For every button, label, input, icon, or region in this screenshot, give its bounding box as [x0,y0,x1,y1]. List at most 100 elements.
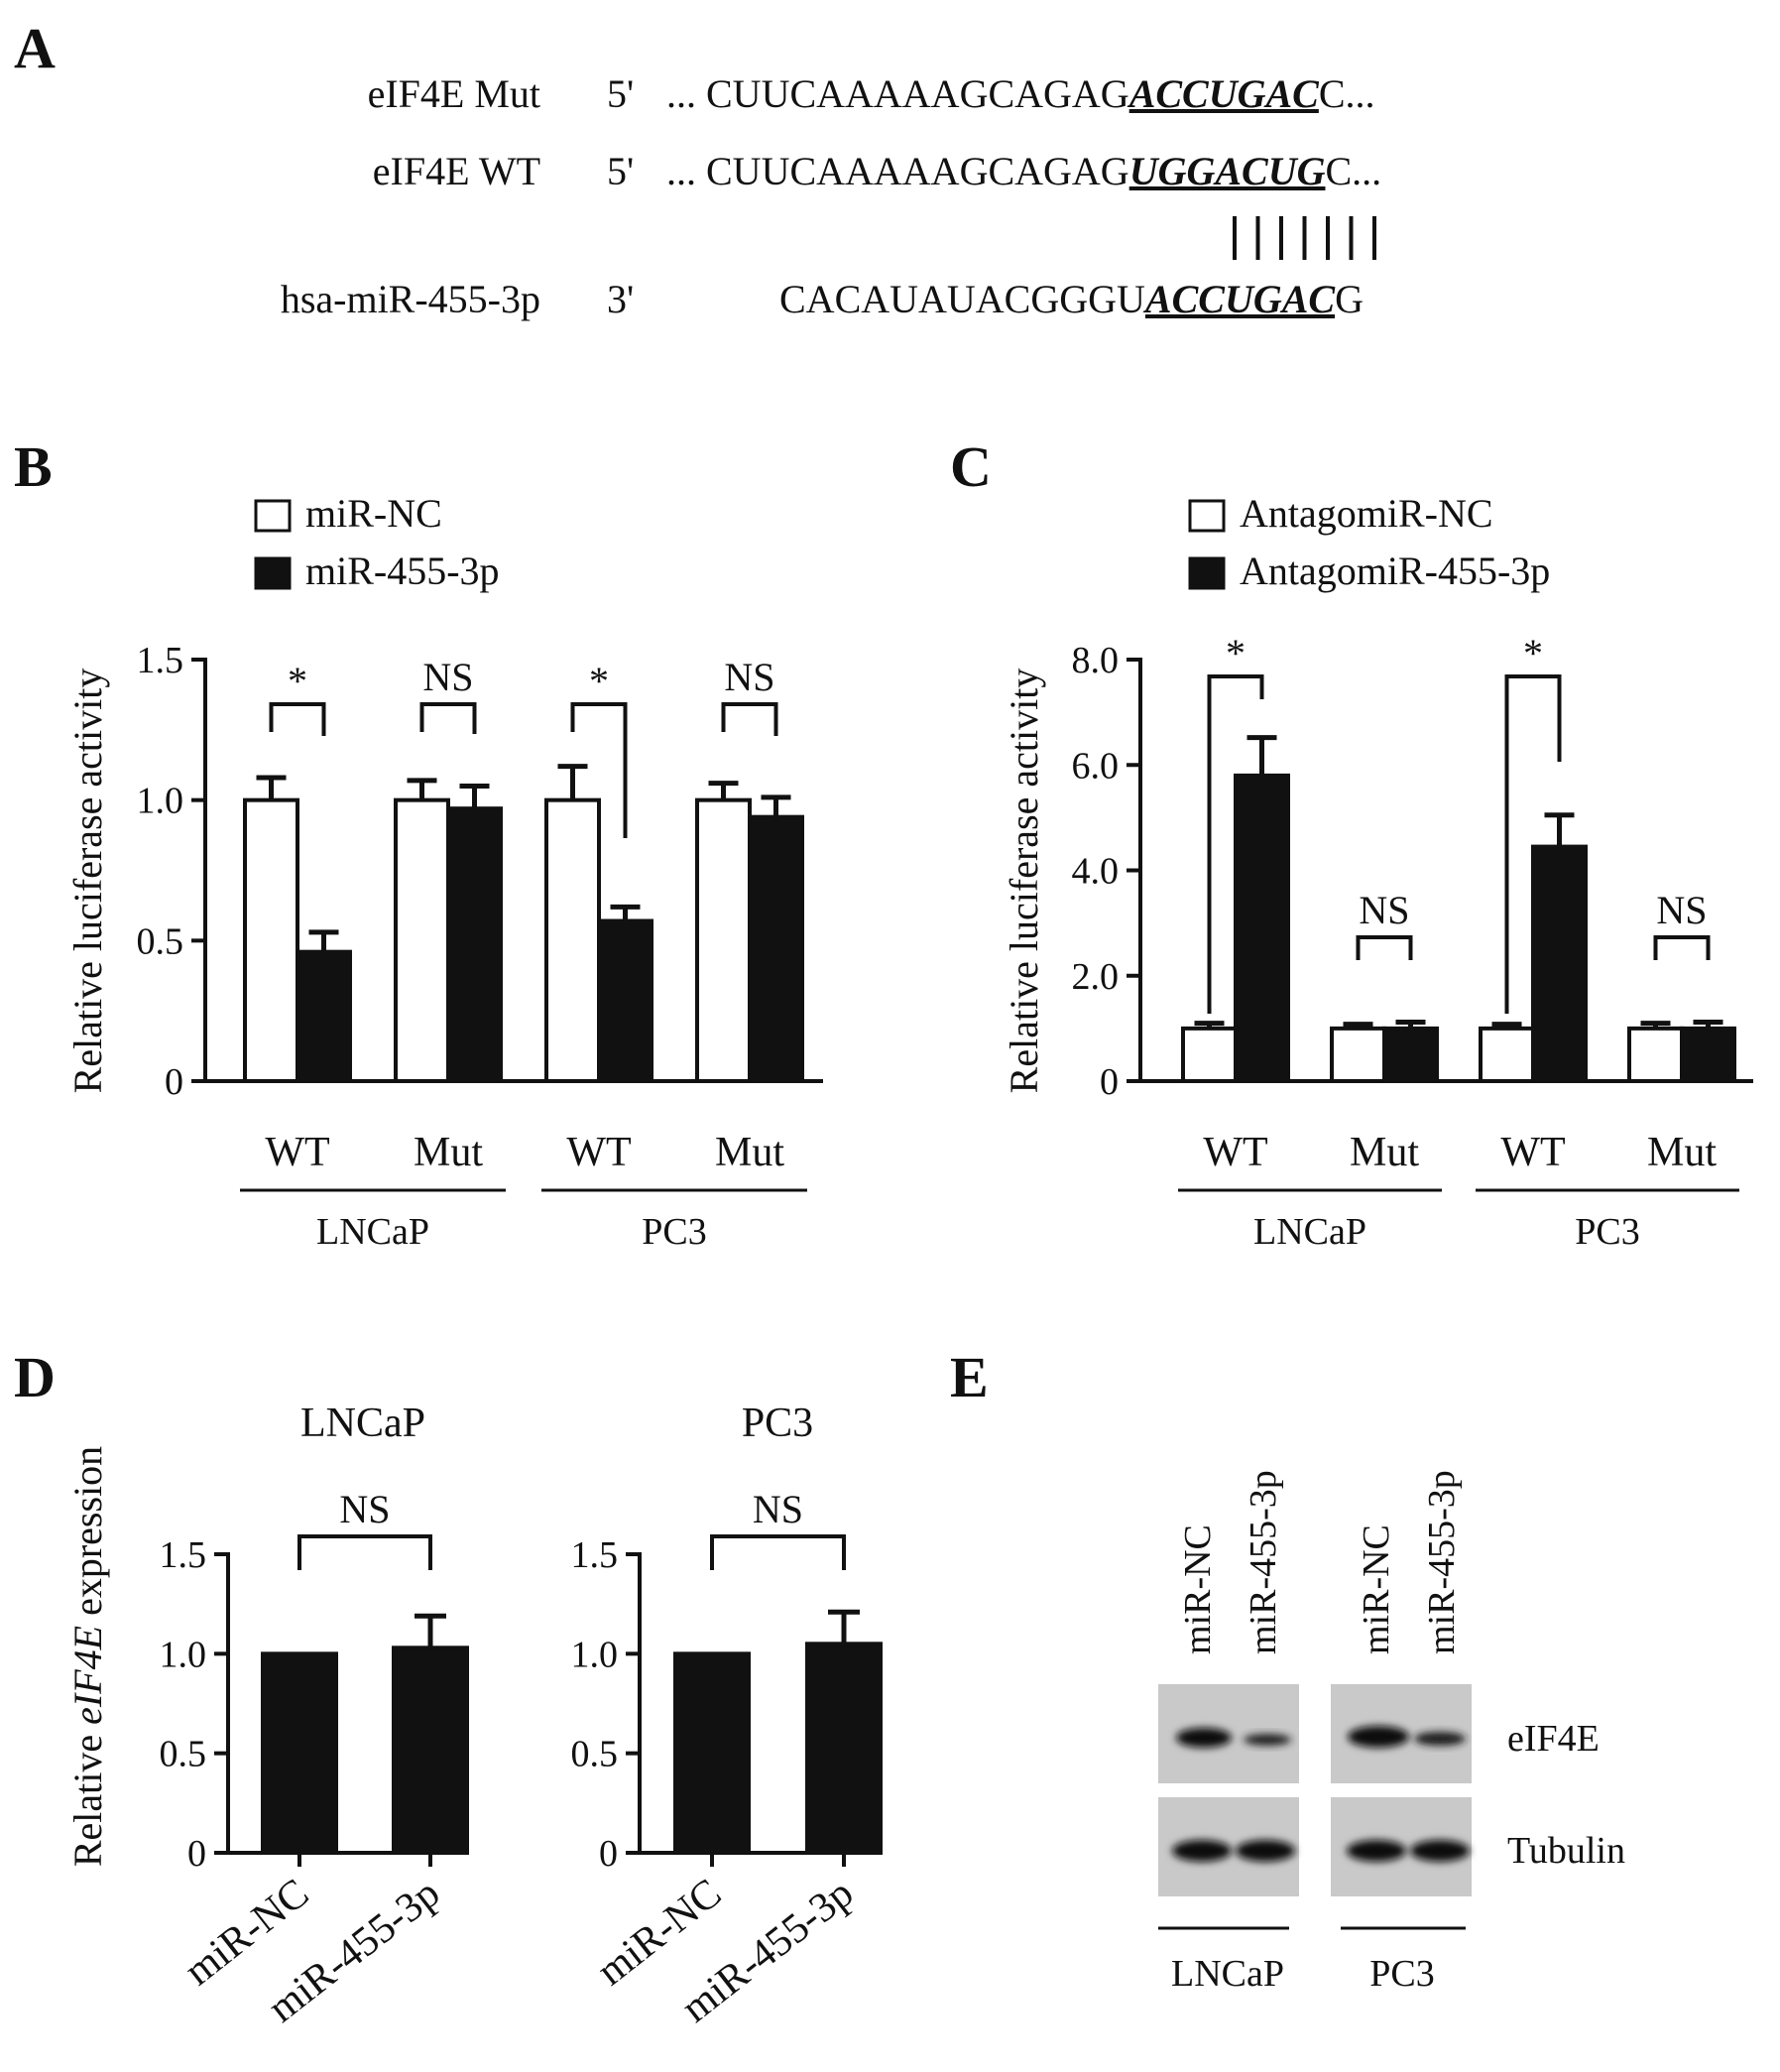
x-category-label: Mut [1350,1130,1419,1175]
legend-label-antagomir-nc: AntagomiR-NC [1240,491,1493,536]
significance-bracket [1207,674,1264,1014]
bar [392,1645,469,1856]
band-eif4e-pc3-455 [1414,1732,1466,1746]
seq-label-mirna: hsa-miR-455-3p [281,277,540,321]
panel-c-chart: AntagomiR-NC AntagomiR-455-3p Relative l… [1002,491,1753,1253]
band-label-tubulin: Tubulin [1507,1830,1625,1872]
group-label: PC3 [1575,1211,1639,1253]
bar [1234,773,1290,1083]
y-tick-label: 0.5 [137,920,184,962]
lane-label-pc3-455: miR-455-3p [1421,1470,1463,1654]
significance-bracket [570,702,628,838]
lane-label-lncap-455: miR-455-3p [1243,1470,1284,1654]
seq-mirna-site: ACCUGAC [1142,277,1336,321]
seq-mirna-prefix: CACAUAUACGGGU [779,277,1145,321]
y-tick-label: 0 [187,1833,206,1875]
bar [261,1651,338,1856]
significance-label: NS [422,655,473,699]
y-tick-label: 1.5 [137,640,184,681]
bar [544,797,601,1084]
x-category-label: Mut [1647,1130,1717,1175]
y-tick-label: 1.0 [571,1634,619,1675]
panel-d-y-label-prefix: Relative [65,1725,110,1867]
significance-bracket [419,702,477,734]
significance-label: * [1226,631,1246,675]
lane-label-lncap-nc: miR-NC [1177,1524,1219,1654]
panel-d-y-axis-label: Relative eIF4E expression [65,1446,110,1867]
bar [1680,1026,1736,1083]
panel-label-b: B [14,434,53,499]
significance-label: * [1523,631,1543,675]
band-tubulin-pc3-455 [1410,1840,1470,1862]
legend-label-antagomir-455: AntagomiR-455-3p [1240,548,1550,593]
y-tick-label: 0.5 [571,1734,619,1775]
significance-label: NS [339,1487,390,1531]
y-tick-label: 0.5 [160,1734,207,1775]
significance-bracket [710,1534,846,1570]
seq-label-mut: eIF4E Mut [368,71,540,116]
legend-label-mir-455: miR-455-3p [305,548,500,593]
band-eif4e-lncap-nc [1176,1728,1232,1748]
y-tick-label: 0 [599,1833,618,1875]
seq-mirna-suffix: G [1335,277,1364,321]
panel-c-y-axis-label: Relative luciferase activity [1002,669,1046,1094]
group-label-lncap-e: LNCaP [1171,1953,1284,1995]
panel-d-chart: Relative eIF4E expression LNCaP PC3 0 0.5… [65,1401,883,2031]
y-tick-label: 0 [1100,1061,1119,1103]
significance-label: * [288,659,307,703]
panel-label-e: E [950,1345,989,1409]
bar [597,918,653,1083]
x-category-label: WT [265,1130,329,1175]
group-label-pc3-e: PC3 [1369,1953,1434,1995]
bar [1479,1026,1535,1083]
seq-wt: ... CUUCAAAAAGCAGAGUGGACUGC... [666,149,1381,193]
seq-mirna: CACAUAUACGGGUACCUGACG [779,277,1364,321]
bar [1531,844,1588,1083]
significance-label: NS [724,655,774,699]
bar [695,797,752,1084]
group-label: PC3 [642,1211,706,1253]
significance-label: * [589,659,609,703]
y-tick-label: 1.5 [571,1534,619,1576]
band-eif4e-pc3-nc [1348,1726,1409,1748]
bar [446,806,503,1084]
panel-label-d: D [14,1345,56,1409]
bar [1382,1026,1439,1083]
y-tick-label: 1.0 [137,781,184,822]
x-category-label: Mut [414,1130,483,1175]
significance-label: NS [753,1487,803,1531]
significance-bracket [1504,674,1562,1014]
panel-label-c: C [950,434,992,499]
bar [394,797,450,1084]
panel-c-plot-area: 0 2.0 4.0 6.0 8.0 * WT NS Mut * WT NS Mut LNCaP PC3 [1072,631,1753,1253]
legend-swatch-antagomir-nc [1188,499,1226,533]
bar [673,1651,751,1856]
panel-d-y-label-suffix: expression [65,1446,110,1626]
seq-mut-prefix: ... CUUCAAAAAGCAGAG [666,71,1129,116]
significance-bracket [269,702,326,736]
seq-end-mirna: 3' [607,277,634,321]
band-tubulin-pc3-nc [1347,1840,1406,1862]
seq-mut: ... CUUCAAAAAGCAGAGACCUGACC... [666,71,1375,116]
bar [748,814,804,1084]
seq-end-wt: 5' [607,149,634,193]
bar [296,949,352,1084]
bar [1627,1026,1684,1083]
x-category-label: WT [566,1130,631,1175]
x-category-label: WT [1203,1130,1267,1175]
bar [1330,1026,1386,1083]
y-tick-label: 6.0 [1072,745,1120,787]
significance-label: NS [1656,888,1707,932]
y-tick-label: 1.0 [160,1634,207,1675]
y-tick-label: 0 [165,1061,183,1103]
y-tick-label: 8.0 [1072,640,1120,681]
panel-b-plot-area: 0 0.5 1.0 1.5 * WT NS Mut * WT NS Mut LNCaP PC3 [137,640,823,1253]
legend-label-mir-nc: miR-NC [305,491,442,536]
x-category-label: WT [1500,1130,1565,1175]
y-tick-label: 4.0 [1072,851,1120,893]
y-tick-label: 2.0 [1072,956,1120,998]
band-label-eif4e: eIF4E [1507,1718,1600,1760]
